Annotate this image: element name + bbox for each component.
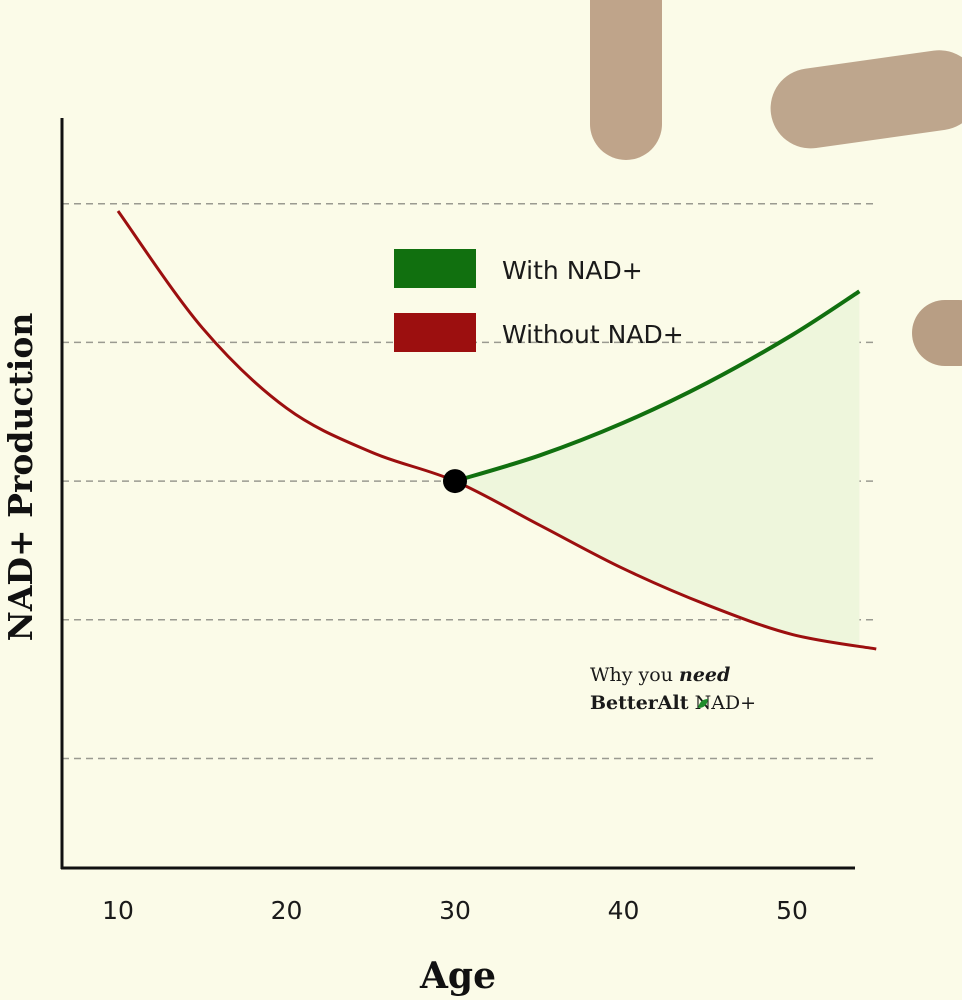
series-line-without-nad <box>116 210 877 651</box>
annotation-line-2: BetterAlt NAD+ <box>590 692 756 714</box>
x-tick-label-10: 10 <box>102 896 134 925</box>
legend-swatch-without-nad <box>394 313 476 352</box>
x-tick-labels: 10 20 30 40 50 <box>102 896 808 925</box>
legend-label-with-nad: With NAD+ <box>502 256 643 285</box>
x-tick-label-20: 20 <box>271 896 303 925</box>
annotation: Why you need BetterAlt NAD+ <box>590 664 756 714</box>
x-tick-label-50: 50 <box>776 896 808 925</box>
x-tick-label-30: 30 <box>439 896 471 925</box>
legend: With NAD+ Without NAD+ <box>394 249 684 352</box>
y-axis-title: NAD+ Production <box>1 313 40 642</box>
leaf-icon <box>698 699 708 708</box>
x-axis-title: Age <box>419 955 496 997</box>
fill-between-area <box>455 291 860 647</box>
x-tick-label-40: 40 <box>608 896 640 925</box>
legend-swatch-with-nad <box>394 249 476 288</box>
series-line-with-nad <box>454 289 861 484</box>
capsule-decoration <box>590 0 962 366</box>
intersection-marker <box>443 469 467 494</box>
annotation-line-1: Why you need <box>590 664 730 686</box>
legend-label-without-nad: Without NAD+ <box>502 320 684 349</box>
